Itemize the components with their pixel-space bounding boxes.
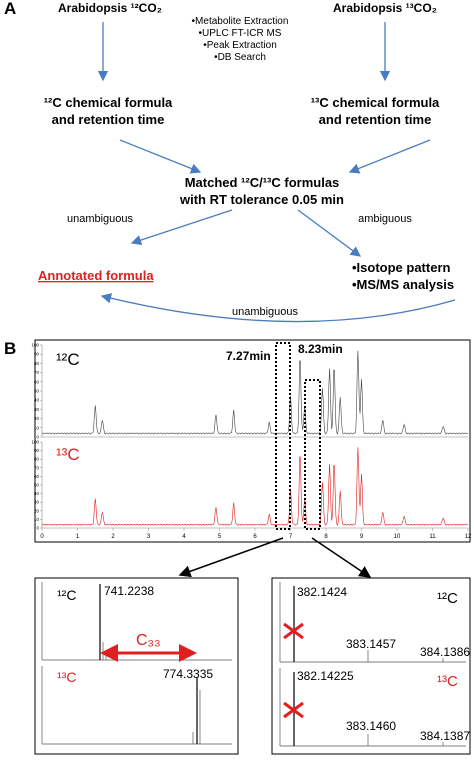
y-tick-label: 80 [34, 457, 40, 462]
formula: ¹²C chemical formula [44, 95, 173, 110]
arrow [119, 139, 202, 174]
y-tick-label: 90 [34, 448, 40, 453]
y-tick-label: 100 [31, 440, 39, 445]
y-tick-label: 10 [34, 425, 40, 430]
frame [34, 577, 239, 755]
spectrum [279, 582, 466, 747]
isotope-label: ¹³C [56, 445, 80, 464]
y-tick-label: 0 [36, 435, 39, 440]
x-tick-label: 3 [147, 534, 151, 540]
rt-label: 8.23min [298, 342, 343, 356]
panel-label: A [4, 0, 16, 18]
peak-label: 384.1387 [420, 729, 470, 743]
peak-label: 741.2238 [104, 584, 154, 598]
y-tick-label: 100 [31, 343, 39, 348]
rt-label: 7.27min [226, 349, 271, 363]
peak-label: 384.1386 [420, 645, 470, 659]
source: Arabidopsis ¹³CO₂ [333, 1, 437, 15]
analysis: •Isotope pattern [352, 260, 451, 275]
step: •Peak Extraction [203, 40, 277, 51]
y-tick-label: 20 [34, 416, 40, 421]
x-tick-label: 5 [218, 534, 222, 540]
formula: and retention time [52, 112, 165, 127]
formula: ¹³C chemical formula [311, 95, 440, 110]
step: •DB Search [214, 52, 266, 63]
arrow [178, 537, 284, 578]
y-tick-label: 50 [34, 389, 40, 394]
y-tick-label: 80 [34, 361, 40, 366]
x-tick-label: 1 [76, 534, 80, 540]
y-tick-label: 10 [34, 517, 40, 522]
isotope-label: ¹³C [437, 673, 458, 690]
isotope-label: ¹²C [57, 587, 76, 603]
matched: with RT tolerance 0.05 min [179, 192, 344, 207]
x-tick-label: 0 [40, 534, 44, 540]
edge-label: unambiguous [67, 213, 134, 225]
x-tick-label: 10 [394, 534, 401, 540]
x-tick-label: 9 [360, 534, 364, 540]
y-tick-label: 70 [34, 465, 40, 470]
y-tick-label: 70 [34, 370, 40, 375]
exclusion-mark [283, 622, 304, 719]
annotated: Annotated formula [38, 268, 154, 283]
carbon-count: C₃₃ [136, 632, 161, 649]
y-tick-label: 0 [36, 526, 39, 531]
isotope-label: ¹²C [56, 350, 80, 369]
step: •UPLC FT-ICR MS [199, 28, 282, 39]
highlight [304, 379, 321, 530]
isotope-label: ¹³C [57, 669, 76, 685]
x-tick-label: 6 [253, 534, 257, 540]
spectrum [41, 582, 232, 745]
peak-label: 774.3335 [163, 667, 213, 681]
trace [41, 350, 469, 435]
y-tick-label: 40 [34, 398, 40, 403]
y-tick-label: 90 [34, 352, 40, 357]
y-tick-label: 30 [34, 407, 40, 412]
arrow [348, 139, 431, 174]
x-tick-label: 12 [465, 534, 472, 540]
source: Arabidopsis ¹²CO₂ [58, 1, 162, 15]
y-tick-label: 60 [34, 379, 40, 384]
peak-label: 383.1457 [346, 637, 396, 651]
trace [41, 447, 469, 527]
peak-label: 383.1460 [346, 719, 396, 733]
x-tick-label: 2 [111, 534, 115, 540]
formula: and retention time [319, 112, 432, 127]
edge-label: unambiguous [232, 306, 299, 318]
edge-label: ambiguous [358, 213, 412, 225]
isotope-label: ¹²C [437, 590, 458, 607]
x-tick-label: 7 [289, 534, 293, 540]
y-tick-label: 30 [34, 500, 40, 505]
y-tick-label: 50 [34, 483, 40, 488]
x-tick-label: 11 [429, 534, 436, 540]
y-tick-label: 20 [34, 508, 40, 513]
highlight [275, 342, 291, 530]
peak-label: 382.14225 [297, 669, 354, 683]
arrow [100, 293, 456, 323]
frame [271, 577, 471, 755]
panel-label: B [4, 339, 16, 358]
y-tick-label: 60 [34, 474, 40, 479]
arrow [311, 537, 372, 578]
step: •Metabolite Extraction [192, 16, 289, 27]
x-tick-label: 4 [182, 534, 186, 540]
y-tick-label: 40 [34, 491, 40, 496]
chromatogram: 0102030405060708090100010203040506070809… [31, 343, 472, 541]
arrow [130, 209, 233, 246]
frame [34, 339, 471, 543]
analysis: •MS/MS analysis [352, 277, 454, 292]
arrow [297, 209, 362, 257]
peak-label: 382.1424 [297, 585, 347, 599]
x-tick-label: 8 [324, 534, 328, 540]
matched: Matched ¹²C/¹³C formulas [185, 175, 340, 190]
